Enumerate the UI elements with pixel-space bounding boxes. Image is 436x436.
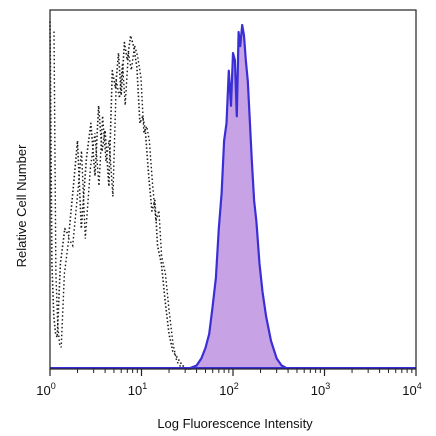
sample-histogram-fill xyxy=(187,25,289,369)
x-tick-label: 104 xyxy=(402,381,421,398)
control-histogram-inner-outline xyxy=(53,31,192,370)
x-axis-ticks: 100 101 102 103 104 xyxy=(36,369,422,398)
x-tick-label: 101 xyxy=(128,381,147,398)
x-axis-label: Log Fluorescence Intensity xyxy=(157,416,313,431)
y-axis-label: Relative Cell Number xyxy=(14,144,29,267)
control-histogram-outline xyxy=(49,21,189,370)
x-tick-label: 103 xyxy=(311,381,330,398)
sample-histogram-outline xyxy=(187,23,289,371)
x-tick-label: 102 xyxy=(219,381,238,398)
plot-series xyxy=(49,21,416,371)
x-tick-label: 100 xyxy=(36,381,55,398)
